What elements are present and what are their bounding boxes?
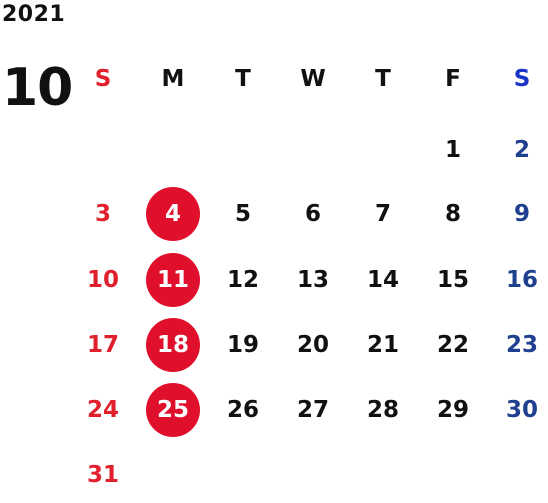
day-cell: 1 bbox=[444, 137, 461, 163]
day-cell: 30 bbox=[505, 397, 538, 423]
holiday-day-cell: 11 bbox=[146, 253, 200, 307]
day-cell: 21 bbox=[366, 332, 399, 358]
day-cell: 31 bbox=[86, 462, 119, 488]
weekday-wed: W bbox=[300, 66, 326, 92]
day-cell: 8 bbox=[444, 201, 461, 227]
day-cell: 9 bbox=[513, 201, 530, 227]
holiday-day-cell: 25 bbox=[146, 383, 200, 437]
day-cell: 23 bbox=[505, 332, 538, 358]
holiday-day-cell: 18 bbox=[146, 318, 200, 372]
day-cell: 26 bbox=[226, 397, 259, 423]
day-cell: 6 bbox=[304, 201, 321, 227]
weekday-fri: F bbox=[445, 66, 461, 92]
weekday-mon: M bbox=[161, 66, 185, 92]
weekday-sat: S bbox=[513, 66, 531, 92]
day-cell: 24 bbox=[86, 397, 119, 423]
day-cell: 27 bbox=[296, 397, 329, 423]
day-cell: 5 bbox=[234, 201, 251, 227]
day-cell: 22 bbox=[436, 332, 469, 358]
day-cell: 3 bbox=[94, 201, 111, 227]
day-cell: 7 bbox=[374, 201, 391, 227]
day-cell: 17 bbox=[86, 332, 119, 358]
holiday-day-cell: 4 bbox=[146, 187, 200, 241]
day-cell: 19 bbox=[226, 332, 259, 358]
day-cell: 15 bbox=[436, 267, 469, 293]
weekday-sun: S bbox=[94, 66, 112, 92]
day-cell: 20 bbox=[296, 332, 329, 358]
day-cell: 14 bbox=[366, 267, 399, 293]
weekday-thu: T bbox=[375, 66, 391, 92]
calendar-year: 2021 bbox=[2, 2, 66, 27]
calendar-month: 10 bbox=[2, 58, 73, 118]
day-cell: 12 bbox=[226, 267, 259, 293]
day-cell: 16 bbox=[505, 267, 538, 293]
day-cell: 10 bbox=[86, 267, 119, 293]
weekday-tue: T bbox=[235, 66, 251, 92]
day-cell: 28 bbox=[366, 397, 399, 423]
day-cell: 13 bbox=[296, 267, 329, 293]
day-cell: 29 bbox=[436, 397, 469, 423]
day-cell: 2 bbox=[513, 137, 530, 163]
